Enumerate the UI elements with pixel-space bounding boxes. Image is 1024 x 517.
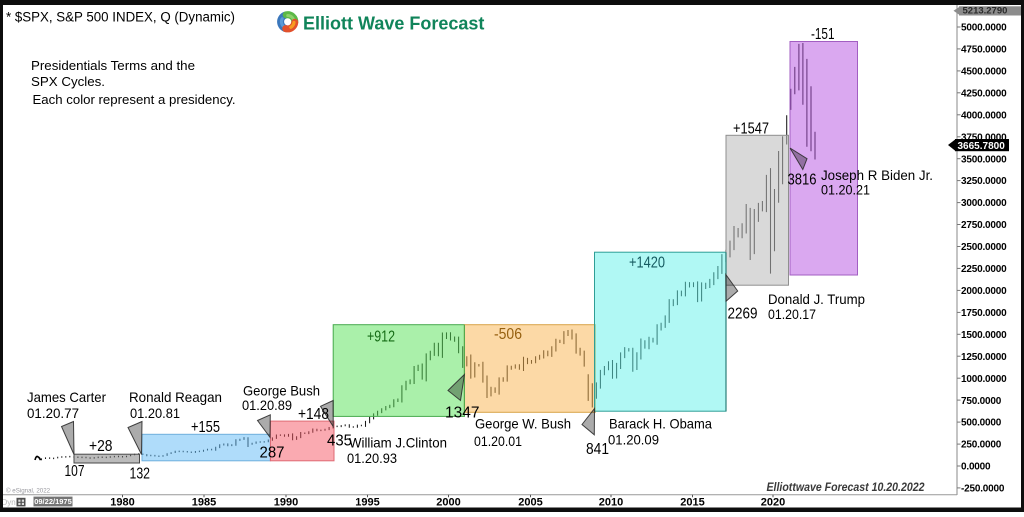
svg-text:James Carter: James Carter (27, 389, 106, 405)
svg-text:2250.0000: 2250.0000 (961, 264, 1007, 275)
svg-text:750.0000: 750.0000 (961, 396, 1002, 407)
svg-text:435: 435 (327, 433, 352, 450)
svg-text:Barack H. Obama: Barack H. Obama (609, 416, 712, 432)
svg-text:-506: -506 (494, 326, 522, 343)
svg-text:4250.0000: 4250.0000 (961, 88, 1007, 99)
svg-text:1995: 1995 (355, 497, 379, 509)
svg-text:+155: +155 (191, 419, 220, 436)
svg-text:2010: 2010 (599, 497, 623, 509)
svg-text:2000: 2000 (436, 497, 460, 509)
svg-text:01.20.01: 01.20.01 (474, 433, 522, 449)
svg-text:2000.0000: 2000.0000 (961, 286, 1007, 297)
svg-text:Elliottwave Forecast 10.20.20: Elliottwave Forecast 10.20.2022 (767, 482, 926, 494)
svg-text:Presidentials Terms and the: Presidentials Terms and the (31, 58, 195, 73)
svg-text:3750.0000: 3750.0000 (961, 132, 1007, 143)
svg-text:5000.0000: 5000.0000 (961, 23, 1007, 34)
svg-text:01.20.09: 01.20.09 (608, 432, 659, 448)
svg-text:+912: +912 (367, 329, 395, 346)
svg-text:Ronald Reagan: Ronald Reagan (129, 389, 222, 405)
svg-text:4750.0000: 4750.0000 (961, 45, 1007, 56)
svg-text:Donald J. Trump: Donald J. Trump (768, 291, 865, 307)
svg-text:+148: +148 (298, 406, 329, 423)
svg-text:0.0000: 0.0000 (961, 462, 991, 473)
svg-text:01.20.17: 01.20.17 (768, 306, 816, 322)
svg-text:01.20.77: 01.20.77 (27, 405, 79, 421)
svg-text:2500.0000: 2500.0000 (961, 242, 1007, 253)
svg-text:-250.0000: -250.0000 (961, 484, 1005, 495)
svg-text:107: 107 (65, 463, 85, 480)
svg-text:* $SPX, S&P 500 INDEX, Q (Dyna: * $SPX, S&P 500 INDEX, Q (Dynamic) (6, 10, 235, 25)
svg-text:© eSignal, 2022: © eSignal, 2022 (6, 487, 51, 494)
svg-text:3000.0000: 3000.0000 (961, 198, 1007, 209)
svg-text:132: 132 (130, 466, 151, 483)
svg-text:01.20.89: 01.20.89 (242, 397, 292, 413)
svg-text:4000.0000: 4000.0000 (961, 110, 1007, 121)
svg-text:SPX Cycles.: SPX Cycles. (31, 74, 105, 89)
svg-text:287: 287 (260, 445, 285, 462)
svg-text:1250.0000: 1250.0000 (961, 352, 1007, 363)
svg-text:3500.0000: 3500.0000 (961, 154, 1007, 165)
svg-text:2015: 2015 (680, 497, 704, 509)
svg-text:+1420: +1420 (629, 255, 665, 272)
svg-text:1000.0000: 1000.0000 (961, 374, 1007, 385)
svg-text:4500.0000: 4500.0000 (961, 67, 1007, 78)
svg-text:841: 841 (586, 441, 609, 458)
svg-text:3250.0000: 3250.0000 (961, 176, 1007, 187)
svg-text:1990: 1990 (274, 497, 298, 509)
svg-text:1750.0000: 1750.0000 (961, 308, 1007, 319)
svg-text:Joseph R Biden Jr.: Joseph R Biden Jr. (821, 167, 933, 183)
svg-text:09/22/1975: 09/22/1975 (34, 497, 72, 506)
svg-text:3665.7800: 3665.7800 (958, 141, 1006, 152)
svg-text:Each color represent a preside: Each color represent a presidency. (33, 92, 236, 107)
svg-text:William J.Clinton: William J.Clinton (349, 435, 447, 451)
svg-text:2750.0000: 2750.0000 (961, 220, 1007, 231)
svg-text:2005: 2005 (518, 497, 542, 509)
svg-text:1985: 1985 (192, 497, 216, 509)
svg-text:500.0000: 500.0000 (961, 418, 1002, 429)
svg-text:2020: 2020 (761, 497, 785, 509)
svg-text:+1547: +1547 (733, 120, 769, 137)
svg-text:5213.2790: 5213.2790 (963, 6, 1008, 17)
svg-text:George W. Bush: George W. Bush (475, 416, 571, 432)
svg-text:1500.0000: 1500.0000 (961, 330, 1007, 341)
svg-text:1347: 1347 (445, 404, 479, 421)
svg-text:Dyn: Dyn (2, 498, 16, 507)
svg-text:01.20.93: 01.20.93 (347, 450, 397, 466)
svg-text:1980: 1980 (110, 497, 134, 509)
svg-text:3816: 3816 (788, 171, 817, 188)
svg-text:2269: 2269 (728, 306, 758, 323)
svg-text:+28: +28 (89, 438, 113, 455)
svg-text:Elliott Wave Forecast: Elliott Wave Forecast (303, 14, 484, 34)
svg-text:250.0000: 250.0000 (961, 440, 1002, 451)
svg-text:01.20.81: 01.20.81 (130, 405, 180, 421)
svg-text:George Bush: George Bush (243, 383, 320, 399)
svg-text:-151: -151 (811, 26, 835, 43)
svg-text:01.20.21: 01.20.21 (821, 182, 870, 198)
